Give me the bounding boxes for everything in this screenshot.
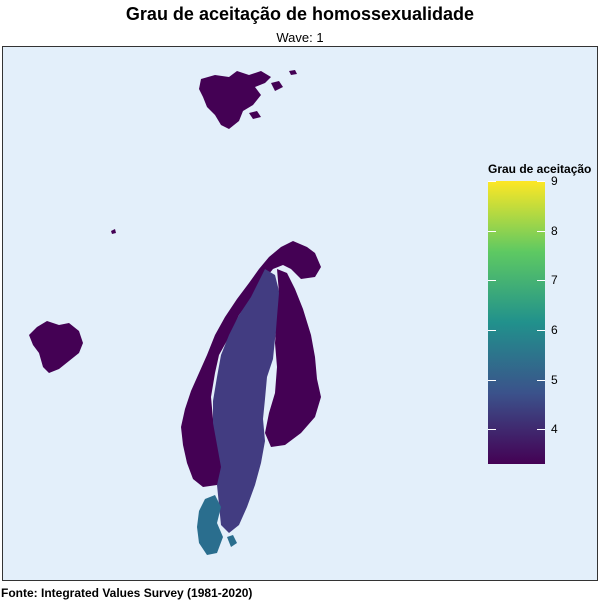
legend-tick-label: 5 xyxy=(551,372,558,387)
legend-tick-left xyxy=(488,379,496,381)
legend-tick-label: 8 xyxy=(551,223,558,238)
legend-tick-label: 6 xyxy=(551,322,558,337)
legend-tick-right xyxy=(537,280,545,282)
legend-tick-label: 7 xyxy=(551,273,558,288)
legend-tick-right xyxy=(537,379,545,381)
region-finland xyxy=(265,269,321,447)
region-denmark xyxy=(197,495,237,555)
region-jan-mayen xyxy=(111,229,116,234)
legend-title: Grau de aceitação xyxy=(488,162,592,176)
legend-tick-left xyxy=(488,230,496,232)
chart-subtitle: Wave: 1 xyxy=(276,30,324,45)
region-iceland xyxy=(29,321,83,373)
legend-colorbar xyxy=(488,181,545,464)
region-svalbard xyxy=(199,70,297,129)
legend-tick-right xyxy=(537,329,545,331)
region-sweden xyxy=(213,269,279,533)
legend-tick-right xyxy=(537,230,545,232)
legend-tick-left xyxy=(488,181,496,182)
map-canvas xyxy=(29,70,321,555)
legend-tick-label: 4 xyxy=(551,422,558,437)
legend-tick-right xyxy=(537,429,545,431)
legend-tick-label: 9 xyxy=(551,174,558,188)
chart-title: Grau de aceitação de homossexualidade xyxy=(125,4,475,24)
source-caption: Fonte: Integrated Values Survey (1981-20… xyxy=(1,586,253,600)
legend-tick-left xyxy=(488,429,496,431)
legend-tick-left xyxy=(488,329,496,331)
legend-tick-right xyxy=(537,181,545,182)
legend-tick-left xyxy=(488,280,496,282)
region-norway xyxy=(181,241,321,487)
